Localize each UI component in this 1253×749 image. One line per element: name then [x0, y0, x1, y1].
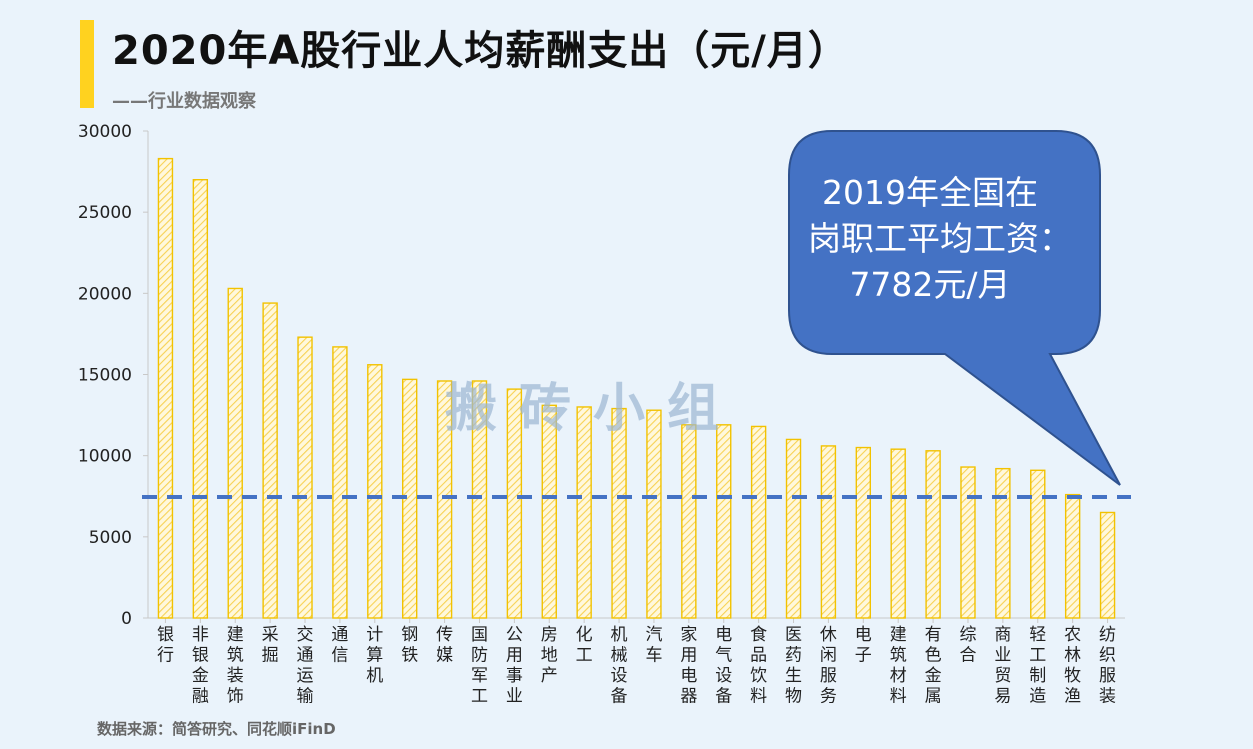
x-tick-label: 有色金属	[925, 625, 942, 707]
callout-label-line: 7782元/月	[849, 265, 1010, 304]
bar	[506, 388, 523, 619]
x-tick-label: 综合	[959, 625, 976, 666]
bar	[995, 467, 1011, 619]
x-tick-label: 传媒	[436, 625, 453, 666]
x-tick-label: 食品饮料	[750, 625, 767, 707]
x-tick-label: 计算机	[366, 625, 383, 686]
data-source-note: 数据来源：简答研究、同花顺iFinD	[97, 720, 336, 738]
x-tick-label: 钢铁	[401, 625, 418, 666]
bar	[1099, 511, 1116, 619]
callout-label-line: 岗职工平均工资：	[808, 219, 1072, 258]
bar	[367, 364, 383, 619]
callout-label-line: 2019年全国在	[822, 173, 1038, 212]
bar	[192, 178, 209, 619]
x-tick-label: 家用电器	[680, 625, 697, 707]
bar	[541, 404, 557, 619]
bar	[855, 446, 872, 619]
bar	[576, 406, 592, 619]
y-tick-label: 25000	[78, 203, 132, 223]
y-tick-label: 15000	[78, 366, 132, 386]
x-tick-label: 机械设备	[611, 625, 628, 707]
callout-bubble	[788, 130, 1121, 486]
x-tick-label: 非银金融	[192, 625, 209, 707]
x-tick-label: 房地产	[541, 625, 558, 686]
bar	[785, 438, 802, 619]
x-tick-label: 汽车	[645, 625, 662, 666]
x-tick-label: 建筑材料	[890, 625, 907, 707]
watermark-text: 搬砖小组	[445, 379, 742, 439]
x-tick-label: 轻工制造	[1029, 625, 1046, 707]
y-tick-label: 5000	[89, 528, 132, 548]
y-tick-label: 0	[121, 609, 132, 629]
y-tick-label: 10000	[78, 447, 132, 467]
x-tick-label: 交通运输	[297, 625, 314, 707]
bar	[262, 302, 278, 619]
bar	[611, 407, 627, 619]
x-tick-label: 休闲服务	[820, 625, 837, 707]
x-tick-label: 通信	[331, 625, 348, 666]
chart-bars	[157, 157, 1116, 619]
y-tick-label: 30000	[78, 122, 132, 142]
page-subtitle: ——行业数据观察	[112, 91, 256, 112]
bar	[471, 380, 488, 619]
bar	[157, 157, 174, 619]
bar	[960, 466, 976, 619]
bar	[436, 380, 453, 619]
bar	[646, 409, 662, 619]
x-tick-label: 公用事业	[506, 625, 523, 707]
bar	[925, 450, 941, 619]
bar	[681, 424, 697, 619]
bar	[332, 346, 348, 619]
x-tick-label: 电子	[855, 625, 872, 666]
x-tick-label: 采掘	[262, 625, 279, 666]
bar	[1064, 493, 1081, 619]
bar	[890, 448, 906, 619]
x-tick-label: 医药生物	[785, 625, 802, 707]
x-tick-label: 商业贸易	[994, 625, 1011, 707]
x-tick-label: 纺织服装	[1099, 625, 1116, 707]
bar	[297, 336, 313, 619]
page-title: 2020年A股行业人均薪酬支出（元/月）	[112, 28, 849, 74]
x-tick-label: 化工	[576, 625, 593, 666]
bar	[750, 425, 767, 619]
title-accent-bar	[80, 20, 94, 108]
chart-axes: 0 5000 10000 15000 20000 25000 30000 银行 非银金融 建筑装饰…	[78, 122, 1125, 707]
bar	[1030, 469, 1046, 619]
bar	[820, 445, 837, 619]
x-tick-label: 银行	[157, 625, 174, 666]
bar	[716, 424, 732, 619]
x-tick-label: 农林牧渔	[1064, 625, 1081, 707]
y-tick-label: 20000	[78, 284, 132, 304]
x-tick-label: 建筑装饰	[227, 625, 244, 707]
x-tick-label: 国防军工	[471, 625, 488, 707]
x-tick-label: 电气设备	[715, 625, 732, 707]
bar	[227, 287, 243, 619]
